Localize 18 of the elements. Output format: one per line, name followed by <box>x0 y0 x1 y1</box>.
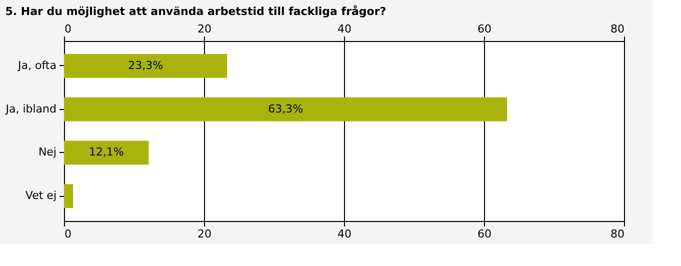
data-label: 12,1% <box>88 146 124 159</box>
y-tick-label: Vet ej <box>25 189 56 202</box>
x2-tick-label: 20 <box>198 228 212 240</box>
x2-tick-label: 40 <box>338 228 352 240</box>
data-label: 63,3% <box>268 102 304 116</box>
x-tick-label: 0 <box>64 22 72 36</box>
x2-tick-label: 0 <box>64 228 72 240</box>
y-tick-label: Nej <box>38 146 56 159</box>
x2-tick-label: 60 <box>478 228 492 240</box>
y-tick-label: Ja, ofta <box>17 58 56 72</box>
x-tick-label: 60 <box>478 22 492 36</box>
x2-tick-label: 80 <box>610 228 624 240</box>
x-tick-label: 40 <box>338 22 352 36</box>
chart-title: 5. Har du möjlighet att använda arbetstid till fackliga frågor? <box>5 5 386 18</box>
x-tick-label: 80 <box>610 22 624 36</box>
y-tick-label: Ja, ibland <box>4 102 56 116</box>
x-tick-label: 20 <box>198 22 212 36</box>
data-label: 23,3% <box>128 58 164 72</box>
